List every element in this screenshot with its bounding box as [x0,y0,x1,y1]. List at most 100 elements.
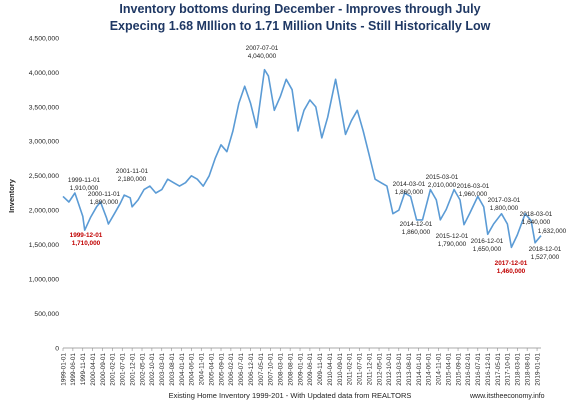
annotation-value: 1,640,000 [522,219,551,226]
x-tick-label: 2005-04-01 [208,353,215,386]
x-tick-label: 2014-01-01 [416,353,423,386]
x-tick-label: 2003-08-01 [169,353,176,386]
annotation-date: 1999-12-01 [70,232,103,239]
x-tick-label: 2014-11-01 [436,353,443,386]
x-tick-label: 2005-09-01 [218,353,225,386]
annotation-value: 1,632,000 [538,228,566,235]
chart-title-line-2: Expecing 1.68 MIllion to 1.71 Million Un… [110,19,491,33]
annotation-value: 1,460,000 [497,268,526,275]
x-tick-label: 2010-04-01 [327,353,334,386]
annotation-date: 2015-03-01 [426,174,459,181]
annotation-date: 2018-12-01 [529,246,562,253]
x-tick-label: 2009-06-01 [307,353,314,386]
x-tick-label: 2006-07-01 [238,353,245,386]
annotation-value: 1,800,000 [490,205,519,212]
annotation-value: 1,860,000 [395,189,424,196]
annotation-value: 1,790,000 [438,241,467,248]
annotation-value: 4,040,000 [248,53,277,60]
x-tick-label: 2003-03-01 [159,353,166,386]
annotation-value: 2,180,000 [118,176,147,183]
x-tick-label: 2010-09-01 [337,353,344,386]
x-tick-label: 2002-10-01 [149,353,156,386]
annotation-value: 1,710,000 [72,240,101,247]
inventory-series-line [62,68,542,249]
annotation-date: 2000-11-01 [88,191,121,198]
x-tick-label: 2006-02-01 [228,353,235,386]
x-tick-label: 2001-12-01 [129,353,136,386]
annotation-date: 2016-12-01 [471,238,504,245]
x-tick-label: 2013-03-01 [396,353,403,386]
x-tick-label: 2001-02-01 [110,353,117,386]
y-tick-label: 3,000,000 [29,139,59,146]
x-tick-label: 2009-01-01 [297,353,304,386]
y-tick-label: 0 [55,345,59,352]
x-tick-label: 2018-03-01 [515,353,522,386]
annotation-value: 1,890,000 [90,199,119,206]
y-tick-label: 1,000,000 [29,277,59,284]
y-tick-label: 500,000 [34,311,59,318]
y-tick-label: 2,000,000 [29,208,59,215]
x-tick-label: 2011-02-01 [347,353,354,386]
annotation-value: 1,527,000 [531,254,560,261]
annotation-date: 2015-12-01 [436,233,469,240]
x-tick-label: 1999-11-01 [80,353,87,386]
x-tick-label: 2007-10-01 [268,353,275,386]
y-tick-label: 4,000,000 [29,70,59,77]
annotation-date: 2014-12-01 [400,221,433,228]
annotation-value: 1,910,000 [70,185,99,192]
x-axis-caption: Existing Home Inventory 1999-201 - With … [169,391,412,400]
y-axis-label: Inventory [7,178,16,213]
x-tick-label: 2013-08-01 [406,353,413,386]
annotation-date: 2016-03-01 [457,183,490,190]
x-tick-label: 2006-12-01 [248,353,255,386]
annotation-date: 2014-03-01 [393,181,426,188]
x-tick-label: 2004-01-01 [179,353,186,386]
x-tick-label: 2017-10-01 [505,353,512,386]
x-tick-label: 2007-05-01 [258,353,265,386]
x-tick-label: 2015-04-01 [445,353,452,386]
x-tick-label: 2004-11-01 [199,353,206,386]
x-tick-label: 2016-12-01 [485,353,492,386]
x-tick-label: 2015-09-01 [455,353,462,386]
x-tick-label: 2016-02-01 [465,353,472,386]
x-tick-label: 2012-10-01 [386,353,393,386]
annotation-date: 1999-11-01 [68,177,101,184]
x-tick-label: 2011-07-01 [357,353,364,386]
x-tick-label: 2001-07-01 [120,353,127,386]
source-watermark: www.itstheeconomy.info [469,393,545,400]
annotation-date: 2007-07-01 [246,45,279,52]
annotation-value: 1,860,000 [402,229,431,236]
x-tick-label: 2008-08-01 [287,353,294,386]
x-tick-label: 2002-05-01 [139,353,146,386]
annotation-date: 2017-12-01 [495,260,528,267]
x-axis-ticks: 1999-01-01 1999-06-01 1999-11-01 2000-04-01… [60,348,541,386]
x-tick-label: 2000-04-01 [90,353,97,386]
annotation-value: 2,010,000 [428,182,457,189]
x-tick-label: 2012-05-01 [376,353,383,386]
x-tick-label: 2014-06-01 [426,353,433,386]
annotation-date: 2017-03-01 [488,197,521,204]
annotation-value: 1,650,000 [473,246,502,253]
x-tick-label: 1999-01-01 [60,353,67,386]
x-tick-label: 2009-11-01 [317,353,324,386]
chart-title-line-1: Inventory bottoms during December - Impr… [119,2,480,16]
x-tick-label: 1999-06-01 [70,353,77,386]
y-tick-label: 3,500,000 [29,104,59,111]
y-tick-label: 4,500,000 [29,35,59,42]
y-axis-ticks: 0 500,000 1,000,000 1,500,000 2,000,000 2,500… [29,35,59,352]
x-tick-label: 2000-09-01 [100,353,107,386]
annotation-date: 2001-11-01 [116,168,149,175]
x-tick-label: 2008-03-01 [278,353,285,386]
y-tick-label: 1,500,000 [29,242,59,249]
x-tick-label: 2011-12-01 [366,353,373,386]
annotation-date: 2018-03-01 [520,211,553,218]
x-tick-label: 2018-08-01 [524,353,531,386]
y-tick-label: 2,500,000 [29,173,59,180]
x-tick-label: 2004-06-01 [189,353,196,386]
annotation-value: 1,960,000 [459,191,488,198]
x-tick-label: 2017-05-01 [495,353,502,386]
x-tick-label: 2019-01-01 [534,353,541,386]
x-tick-label: 2016-07-01 [475,353,482,386]
